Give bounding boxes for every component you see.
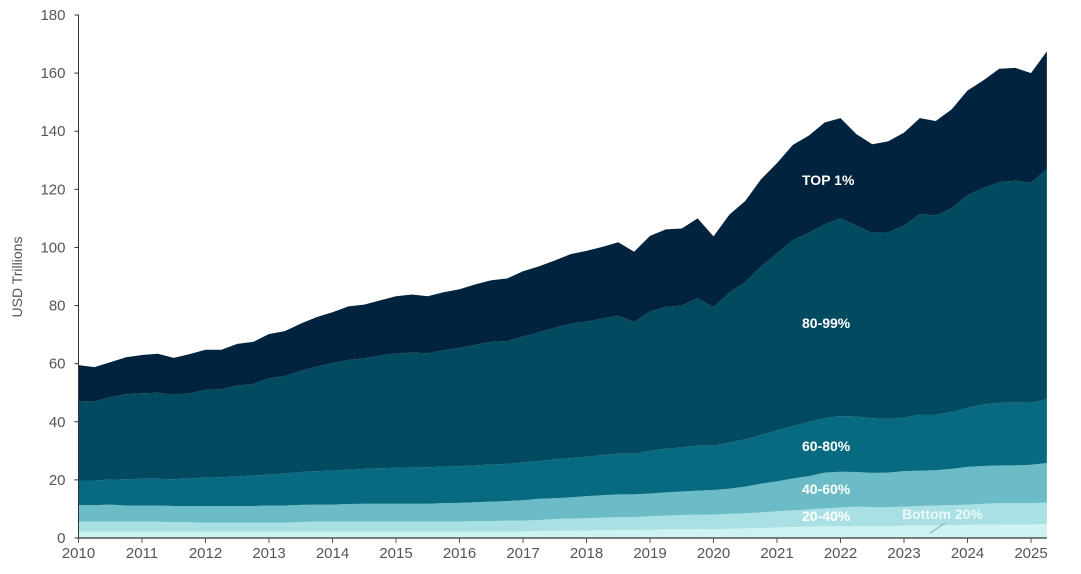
area-bottom-20 [78, 524, 1047, 538]
band-labels: TOP 1% 80-99% 60-80% 40-60% 20-40% Botto… [802, 172, 983, 534]
x-tick-label: 2025 [1014, 545, 1047, 562]
x-tick-label: 2017 [506, 545, 539, 562]
y-tick-label: 0 [57, 530, 65, 547]
y-axis-label: USD Trillions [9, 237, 25, 318]
area-80-99 [78, 168, 1047, 481]
y-tick-label: 20 [49, 472, 66, 489]
x-tick-label: 2016 [443, 545, 476, 562]
x-tick-label: 2020 [697, 545, 730, 562]
area-60-80 [78, 399, 1047, 507]
y-tick-label: 60 [49, 356, 66, 373]
x-tick-label: 2012 [189, 545, 222, 562]
label-bottom-20: Bottom 20% [902, 506, 983, 522]
x-tick-label: 2013 [252, 545, 285, 562]
y-tick-label: 40 [49, 414, 66, 431]
x-tick-label: 2022 [824, 545, 857, 562]
label-top-1: TOP 1% [802, 172, 855, 188]
x-tick-label: 2014 [316, 545, 349, 562]
area-layers [78, 51, 1047, 538]
label-20-40: 20-40% [802, 508, 851, 524]
x-tick-label: 2010 [62, 545, 95, 562]
y-tick-label: 100 [40, 239, 65, 256]
area-40-60 [78, 463, 1047, 523]
y-tick-label: 180 [40, 7, 65, 24]
label-40-60: 40-60% [802, 481, 851, 497]
area-top-1 [78, 51, 1047, 402]
axes: 0 20 40 60 80 100 120 140 160 180 2010 2011 2012 2013… [40, 7, 1047, 562]
x-tick-label: 2021 [760, 545, 793, 562]
x-tick-label: 2019 [633, 545, 666, 562]
bottom-20-leader-line [929, 522, 946, 534]
area-20-40 [78, 502, 1047, 532]
label-80-99: 80-99% [802, 315, 851, 331]
y-tick-label: 120 [40, 181, 65, 198]
y-tick-label: 140 [40, 123, 65, 140]
x-tick-label: 2024 [951, 545, 984, 562]
y-tick-label: 80 [49, 298, 66, 315]
x-tick-label: 2011 [126, 545, 158, 562]
label-60-80: 60-80% [802, 438, 851, 454]
x-tick-label: 2023 [887, 545, 920, 562]
x-tick-label: 2018 [570, 545, 603, 562]
y-tick-label: 160 [40, 65, 65, 82]
x-tick-label: 2015 [379, 545, 412, 562]
